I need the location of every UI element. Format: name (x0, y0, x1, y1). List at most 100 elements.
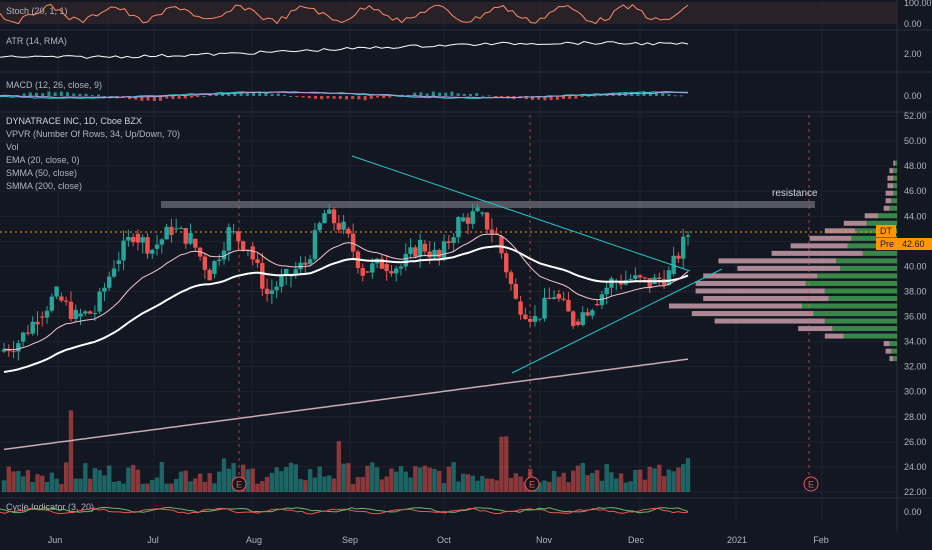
volume-bar (140, 483, 145, 492)
vp-down-bar (695, 280, 806, 286)
candle-body (102, 287, 107, 292)
volume-bar (159, 462, 165, 492)
time-tick: Jun (48, 535, 63, 545)
candle-body (226, 227, 232, 251)
time-axis[interactable]: Jun Jul Aug Sep Oct Nov Dec 2021 Feb (48, 535, 829, 545)
volume-bar (35, 474, 40, 492)
candle-body (1, 349, 7, 352)
vp-up-bar (893, 356, 897, 362)
volume-bar (59, 483, 64, 492)
candle-body (499, 236, 504, 254)
volume-bar (499, 436, 504, 492)
atr-line (0, 40, 689, 59)
candle-body (504, 253, 509, 273)
volume-bar (384, 476, 389, 492)
volume-bar (642, 479, 648, 492)
volume-bar (623, 482, 629, 492)
candle-body (513, 283, 519, 299)
volume-bar (150, 479, 155, 492)
vp-up-bar (891, 348, 897, 354)
cycle-line-2 (0, 507, 689, 515)
earnings-marker-feb[interactable]: E (803, 476, 819, 492)
volume-bar (365, 465, 370, 492)
candle-body (169, 226, 174, 235)
volume-bar (11, 471, 16, 492)
candle-body (671, 255, 676, 274)
volume-profile (669, 160, 897, 362)
candle-body (164, 226, 169, 240)
candle-body (666, 270, 672, 285)
vp-up-bar (802, 303, 897, 309)
volume-bar (413, 466, 418, 492)
lower-trendline (511, 268, 723, 374)
resistance-label: resistance (772, 188, 818, 199)
vp-up-bar (824, 318, 897, 324)
candle-body (30, 321, 35, 334)
candle-body (83, 311, 88, 314)
time-tick: Dec (628, 535, 645, 545)
price-tick: 52.00 (904, 111, 927, 121)
volume-bar (264, 476, 270, 492)
candle-body (188, 233, 193, 244)
volume-bar (460, 473, 466, 492)
candle-body (365, 271, 370, 273)
pre-market-tag: Pre 42.60 (876, 238, 932, 250)
candle-body (460, 217, 466, 222)
volume-bar (231, 463, 236, 492)
volume-bar (618, 473, 624, 492)
volume-bar (480, 476, 485, 492)
candle-body (681, 236, 686, 259)
earnings-marker-nov[interactable]: E (524, 476, 540, 492)
earnings-marker-text: E (529, 480, 535, 490)
volume-bar (408, 477, 413, 492)
pre-label: Pre (880, 239, 894, 249)
vp-up-bar (836, 258, 897, 264)
candle-body (403, 253, 408, 267)
candle-body (594, 304, 600, 306)
price-tick: 24.00 (904, 462, 927, 472)
candle-body (236, 231, 241, 242)
candle-body (556, 293, 562, 299)
earnings-marker-aug[interactable]: E (231, 476, 247, 492)
candle-body (73, 309, 78, 319)
volume-bars (1, 410, 691, 492)
volume-bar (92, 468, 98, 492)
candle-body (20, 332, 26, 342)
volume-bar (398, 466, 404, 492)
vp-down-bar (883, 341, 890, 347)
volume-bar (207, 473, 212, 492)
symbol-price-tag: DT (876, 225, 896, 237)
vp-up-bar (878, 213, 897, 219)
candle-body (322, 213, 327, 224)
candle-body (44, 310, 50, 318)
candle-body (451, 237, 456, 243)
candle-body (240, 241, 246, 250)
candle-body (437, 250, 442, 258)
volume-bar (30, 481, 35, 492)
candle-body (183, 228, 188, 244)
vp-up-bar (889, 341, 897, 347)
vp-down-bar (718, 258, 837, 264)
volume-bar (298, 478, 303, 492)
candle-body (336, 223, 342, 230)
volume-bar (647, 466, 652, 492)
volume-bar (681, 464, 686, 492)
volume-bar (169, 483, 174, 492)
volume-bar (494, 480, 499, 492)
candle-body (346, 228, 351, 234)
time-tick: Jul (147, 535, 159, 545)
candle-body (284, 268, 289, 276)
volume-bar (336, 441, 342, 492)
candle-body (111, 268, 117, 277)
volume-bar (513, 473, 519, 492)
vp-down-bar (889, 356, 894, 362)
volume-bar (284, 467, 289, 492)
candle-body (202, 256, 208, 270)
volume-bar (197, 473, 203, 492)
vp-up-bar (840, 265, 897, 271)
atr-label: ATR (14, RMA) (6, 36, 67, 46)
volume-bar (317, 466, 322, 492)
volume-bar (571, 470, 576, 492)
study-ema: EMA (20, close, 0) (6, 155, 80, 165)
